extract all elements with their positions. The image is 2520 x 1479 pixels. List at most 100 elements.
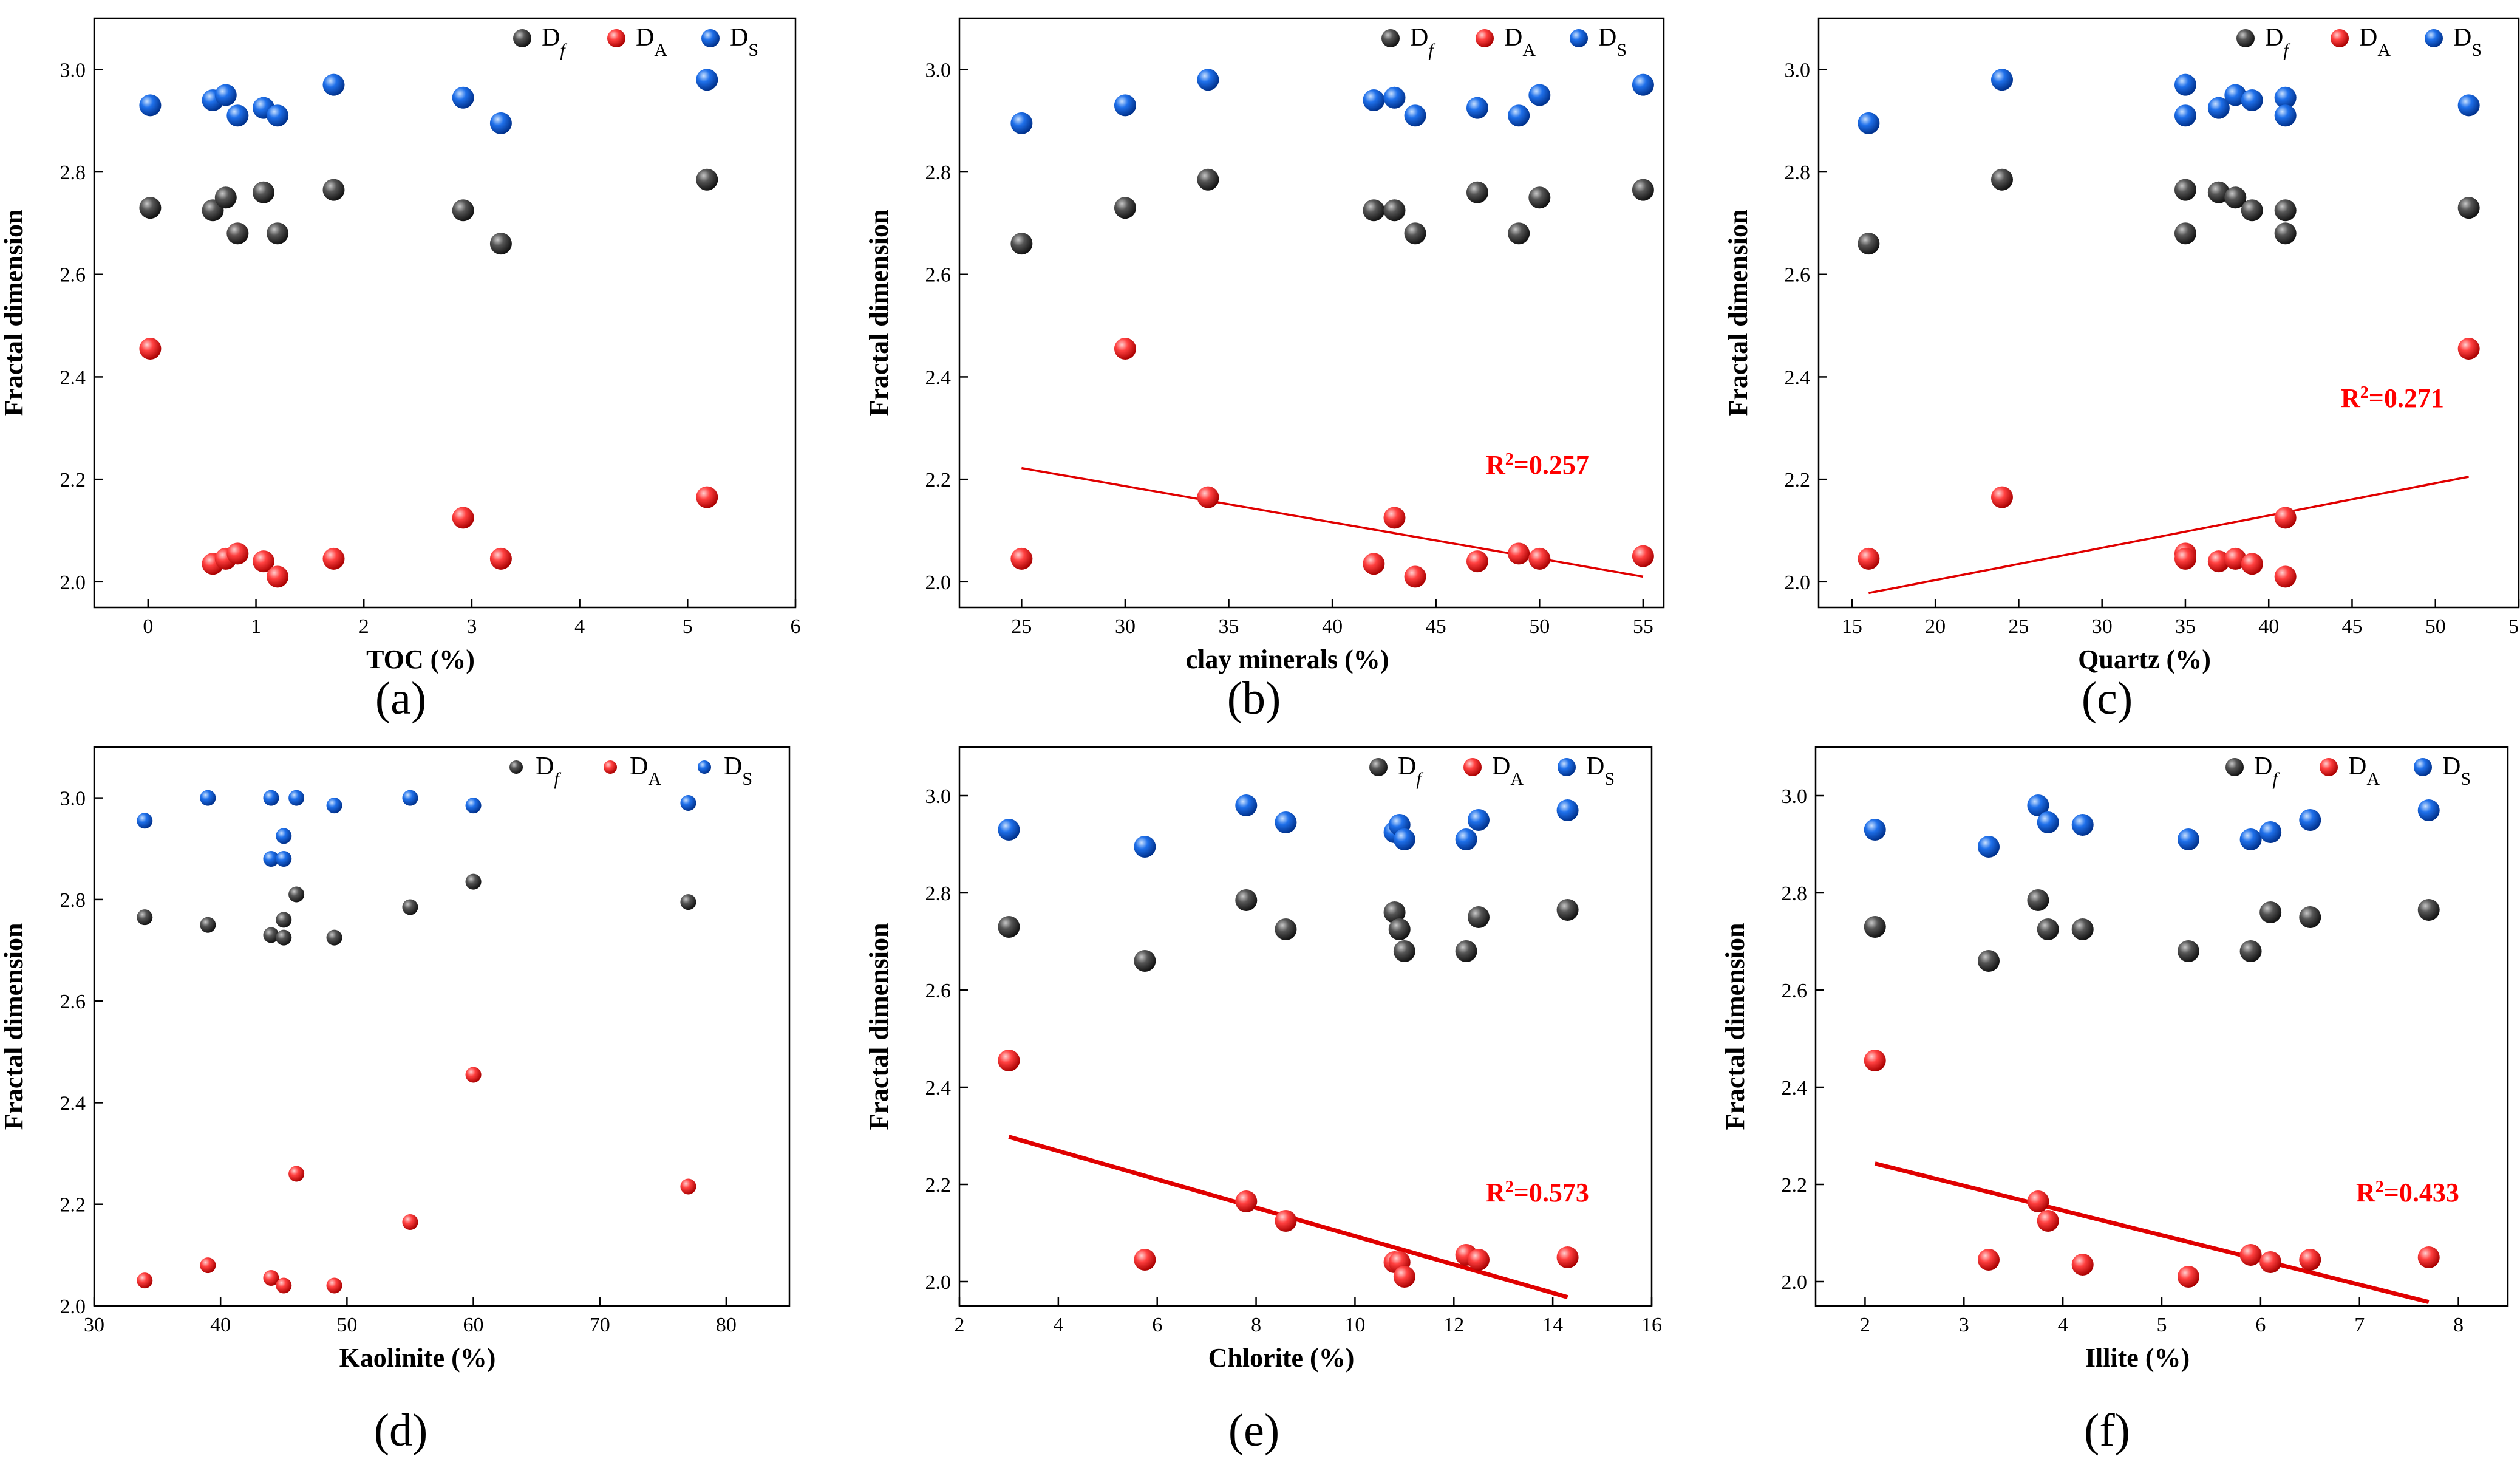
panel-b-point-Df: [1466, 181, 1488, 203]
panel-f-point-DA: [2239, 1244, 2262, 1266]
panel-f-point-DA: [2037, 1210, 2059, 1232]
panel-f-legend-label: DS: [2442, 753, 2471, 789]
panel-a-point-DA: [489, 547, 512, 570]
panel-f-xtick-label: 6: [2255, 1314, 2266, 1336]
panel-c-legend: Df DA DS: [2236, 24, 2482, 60]
panel-c-point-DA: [2274, 507, 2297, 529]
panel-c-x-axis-title: Quartz (%): [2078, 644, 2211, 674]
panel-b-series-DA: [1010, 338, 1654, 588]
panel-b-point-Df: [1383, 199, 1406, 222]
panel-e-xtick-label: 10: [1344, 1314, 1365, 1336]
panel-b-point-DA: [1363, 553, 1385, 575]
panel-e-ytick-label: 2.2: [925, 1174, 952, 1197]
panel-b-series-Df: [1010, 168, 1654, 255]
panel-c-legend-label: DS: [2453, 24, 2482, 60]
panel-a-xtick-label: 4: [574, 615, 585, 638]
panel-d-point-DS: [288, 790, 305, 806]
panel-e-point-DS: [1235, 794, 1258, 816]
panel-f-legend-label: Df: [2254, 753, 2280, 789]
panel-a-point-DS: [226, 104, 249, 127]
panel-e-point-Df: [1134, 950, 1156, 972]
panel-e-series-DS: [998, 794, 1579, 858]
panel-e-ytick-label: 2.8: [925, 883, 952, 905]
panel-c-fit-line: [1868, 476, 2469, 595]
panel-f-xtick-label: 3: [1959, 1314, 1969, 1336]
panel-b-point-DS: [1404, 104, 1426, 127]
panel-a-ytick-label: 3.0: [60, 59, 86, 81]
panel-b-ytick-label: 2.4: [925, 366, 952, 389]
panel-c-point-DS: [2174, 73, 2196, 96]
panel-c-point-Df: [2224, 186, 2247, 209]
panel-f-point-DS: [2037, 811, 2059, 833]
panel-f-ytick-label: 2.8: [1782, 883, 1808, 905]
panel-b-point-DS: [1466, 97, 1488, 119]
panel-f-ytick-label: 2.4: [1782, 1077, 1808, 1099]
panel-c-xtick-label: 55: [2508, 615, 2520, 638]
panel-c: 15 20 25 30 35 40 45 50 55 2.0 2.2 2.4 2.6 2.8 3.0 Quar…: [1723, 17, 2520, 724]
panel-f-point-DA: [2259, 1251, 2282, 1273]
panel-c-point-Df: [2241, 199, 2263, 222]
panel-e-point-Df: [1235, 889, 1258, 911]
panel-a-point-DS: [452, 86, 474, 109]
panel-b-point-Df: [1114, 197, 1136, 219]
panel-c-ytick-label: 2.2: [1785, 469, 1811, 491]
panel-a-point-DA: [267, 565, 289, 588]
panel-a-point-Df: [489, 233, 512, 255]
panel-e-point-DA: [1556, 1246, 1579, 1268]
panel-f-xtick-label: 8: [2453, 1314, 2464, 1336]
panel-d-point-DS: [402, 790, 418, 806]
panel-c-point-DA: [2457, 338, 2480, 360]
panel-b-xtick-label: 35: [1219, 615, 1239, 638]
panel-c-xtick-label: 15: [1842, 615, 1862, 638]
panel-f-xtick-label: 2: [1860, 1314, 1870, 1336]
panel-d-point-Df: [402, 899, 418, 915]
panel-d-xtick-label: 80: [716, 1314, 737, 1336]
panel-a-xtick-label: 3: [466, 615, 477, 638]
panel-a-series-DS: [139, 69, 718, 134]
panel-c-series-DA: [1858, 338, 2480, 588]
panel-f-point-Df: [2071, 918, 2094, 940]
panel-e-point-Df: [1393, 940, 1415, 962]
panel-f-point-DS: [1864, 819, 1886, 841]
panel-a-point-DS: [489, 112, 512, 134]
panel-f-point-DS: [2299, 809, 2321, 831]
panel-d-ytick-label: 2.4: [60, 1092, 86, 1115]
panel-e-point-DA: [1134, 1249, 1156, 1271]
panel-e-frame: [958, 746, 1653, 1307]
panel-c-point-DA: [2207, 550, 2230, 573]
panel-e-r2-label: R2=0.573: [1486, 1178, 1589, 1208]
panel-f-point-Df: [1864, 916, 1886, 938]
panel-d-point-DS: [137, 813, 153, 829]
panel-d-legend-marker: [604, 760, 617, 774]
panel-e-ytick-label: 2.4: [925, 1077, 952, 1099]
panel-f-point-Df: [2239, 940, 2262, 962]
panel-e-point-DA: [1235, 1190, 1258, 1212]
panel-e-point-DS: [1556, 799, 1579, 821]
panel-f-point-Df: [2177, 940, 2199, 962]
panel-b-xtick-label: 45: [1426, 615, 1446, 638]
panel-e-series-Df: [998, 889, 1579, 972]
panel-f-series-DS: [1864, 794, 2440, 858]
panel-a: 0 1 2 3 4 5 6 2.0 2.2 2.4 2.6 2.8 3.0 TOC (%) Fractal …: [0, 17, 801, 724]
panel-c-point-DS: [2224, 84, 2247, 106]
panel-c-ytick-label: 3.0: [1785, 59, 1811, 81]
panel-d-point-DS: [326, 798, 342, 814]
panel-b-point-Df: [1197, 168, 1219, 191]
panel-a-legend-marker: [607, 29, 625, 47]
panel-d-legend-label: Df: [536, 753, 561, 789]
panel-c-point-Df: [2274, 199, 2297, 222]
panel-b-point-DS: [1632, 73, 1654, 96]
panel-d-point-DA: [326, 1277, 342, 1294]
panel-d-x-axis-title: Kaolinite (%): [339, 1343, 496, 1373]
panel-a-legend-label: DS: [730, 24, 758, 60]
panel-b-x-axis-title: clay minerals (%): [1186, 644, 1389, 674]
panel-f-point-Df: [1978, 950, 2000, 972]
panel-d-point-DA: [263, 1270, 279, 1286]
panel-b-y-axis-title: Fractal dimension: [864, 210, 894, 417]
panel-c-ytick-label: 2.4: [1785, 366, 1811, 389]
panel-a-legend-label: Df: [542, 24, 567, 60]
panel-e-xtick-label: 2: [955, 1314, 965, 1336]
panel-b-xtick-label: 40: [1322, 615, 1343, 638]
panel-a-series-Df: [139, 168, 718, 255]
